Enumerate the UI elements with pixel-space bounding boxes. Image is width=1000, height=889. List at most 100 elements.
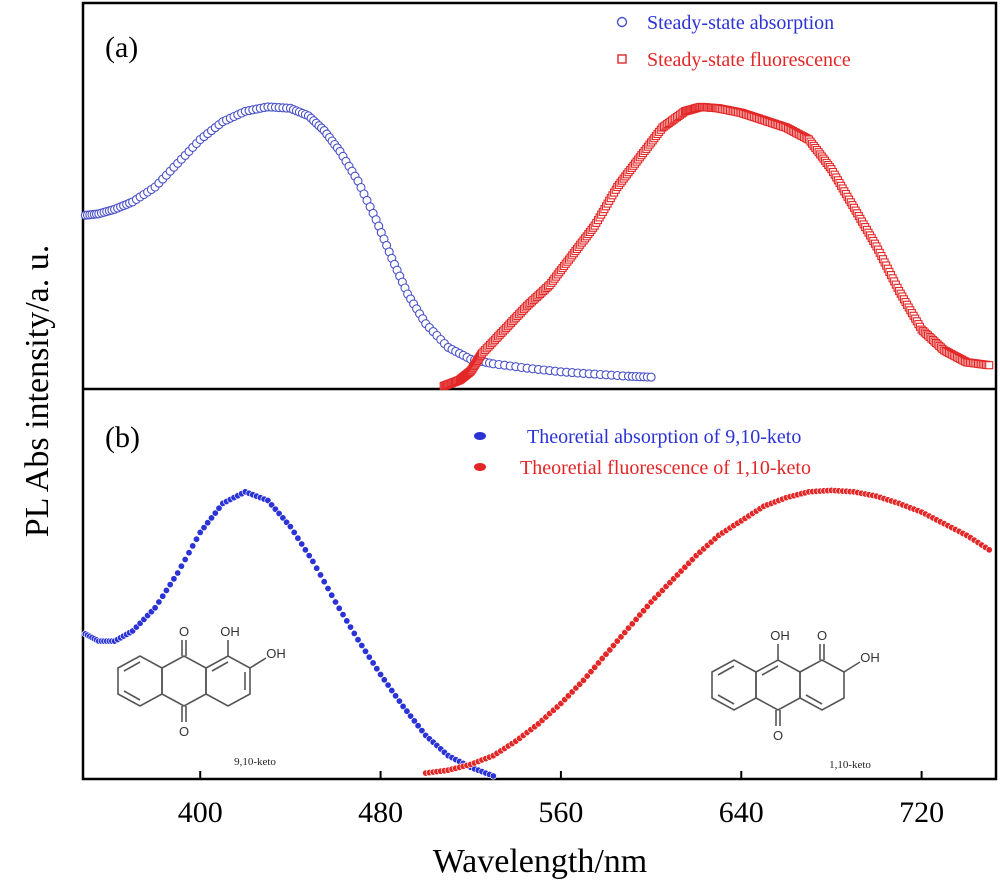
legend-label-absorption: Steady-state absorption bbox=[647, 12, 834, 34]
x-tick-label: 640 bbox=[719, 796, 764, 829]
data-point bbox=[279, 514, 287, 522]
data-point bbox=[286, 523, 294, 531]
panel-a-series-absorption bbox=[80, 102, 656, 382]
panel-label-a: (a) bbox=[105, 31, 138, 64]
data-point bbox=[335, 604, 343, 612]
atom-label: OH bbox=[770, 628, 790, 643]
data-point bbox=[343, 617, 351, 625]
legend-marker-absorption bbox=[616, 16, 628, 28]
x-tick-label: 480 bbox=[358, 796, 403, 829]
legend-marker-theo-fluorescence bbox=[474, 463, 486, 471]
data-point bbox=[166, 581, 174, 589]
data-point bbox=[331, 598, 339, 606]
data-point bbox=[380, 676, 388, 684]
data-point bbox=[196, 528, 204, 536]
data-point bbox=[407, 712, 415, 720]
y-axis-title: PL Abs intensity/a. u. bbox=[19, 245, 56, 537]
data-point bbox=[211, 509, 219, 517]
legend-marker-theo-absorption bbox=[474, 432, 486, 440]
data-point bbox=[350, 629, 358, 637]
panel-b-series-absorption bbox=[81, 488, 497, 780]
x-axis-ticks: 400 480 560 640 720 bbox=[178, 771, 944, 829]
data-point bbox=[162, 586, 170, 594]
data-point bbox=[328, 591, 336, 599]
data-point bbox=[316, 571, 324, 579]
legend-marker-fluorescence bbox=[617, 54, 627, 64]
data-point bbox=[606, 646, 614, 654]
data-point bbox=[643, 602, 651, 610]
data-point bbox=[388, 686, 396, 694]
atom-label: OH bbox=[220, 624, 240, 639]
data-point bbox=[189, 542, 197, 550]
data-point bbox=[208, 514, 216, 522]
legend-label-theo-fluorescence: Theoretial fluorescence of 1,10-keto bbox=[520, 457, 811, 479]
x-tick-label: 560 bbox=[538, 796, 583, 829]
data-point bbox=[204, 519, 212, 527]
atom-label: O bbox=[817, 628, 827, 643]
atom-label: OH bbox=[266, 646, 286, 661]
data-point bbox=[301, 546, 309, 554]
x-tick-label: 400 bbox=[178, 796, 223, 829]
data-point bbox=[294, 534, 302, 542]
data-point bbox=[159, 592, 167, 600]
structure-9-10-keto bbox=[117, 640, 267, 722]
data-point bbox=[215, 504, 223, 512]
atom-label: O bbox=[179, 624, 189, 639]
data-point bbox=[632, 615, 640, 623]
x-axis-title: Wavelength/nm bbox=[433, 843, 647, 880]
atom-label: O bbox=[773, 728, 783, 743]
data-point bbox=[395, 697, 403, 705]
data-point bbox=[346, 623, 354, 631]
data-point bbox=[399, 702, 407, 710]
data-point bbox=[985, 546, 993, 554]
data-point bbox=[384, 681, 392, 689]
data-point bbox=[185, 549, 193, 557]
data-point bbox=[193, 535, 201, 543]
data-point bbox=[181, 555, 189, 563]
data-point bbox=[365, 653, 373, 661]
data-point bbox=[591, 663, 599, 671]
data-point bbox=[313, 564, 321, 572]
data-point bbox=[646, 372, 656, 382]
data-point bbox=[200, 524, 208, 532]
data-point bbox=[354, 636, 362, 644]
data-point bbox=[403, 707, 411, 715]
atom-label: O bbox=[179, 724, 189, 739]
data-point bbox=[594, 659, 602, 667]
data-point bbox=[298, 540, 306, 548]
data-point bbox=[414, 722, 422, 730]
legend-label-theo-absorption: Theoretial absorption of 9,10-keto bbox=[527, 426, 801, 448]
legend-label-fluorescence: Steady-state fluorescence bbox=[647, 49, 851, 71]
data-point bbox=[410, 717, 418, 725]
data-point bbox=[290, 528, 298, 536]
data-point bbox=[275, 509, 283, 517]
structure-1-10-keto bbox=[711, 644, 861, 726]
structure-label: 1,10-keto bbox=[829, 759, 871, 771]
data-point bbox=[621, 628, 629, 636]
data-point bbox=[358, 641, 366, 649]
data-point bbox=[324, 584, 332, 592]
data-point bbox=[151, 604, 159, 612]
structure-label: 9,10-keto bbox=[234, 756, 276, 768]
data-point bbox=[392, 692, 400, 700]
data-point bbox=[985, 361, 994, 370]
data-point bbox=[628, 620, 636, 628]
data-point bbox=[373, 665, 381, 673]
panel-a-series-fluorescence bbox=[439, 102, 994, 391]
data-point bbox=[177, 562, 185, 570]
panel-label-b: (b) bbox=[105, 421, 140, 454]
data-point bbox=[583, 672, 591, 680]
data-point bbox=[377, 670, 385, 678]
plot-frame bbox=[81, 1, 998, 781]
data-point bbox=[369, 659, 377, 667]
data-point bbox=[155, 598, 163, 606]
data-point bbox=[174, 569, 182, 577]
data-point bbox=[418, 727, 426, 735]
data-point bbox=[339, 611, 347, 619]
atom-label: OH bbox=[860, 650, 880, 665]
x-tick-label: 720 bbox=[899, 796, 944, 829]
data-point bbox=[170, 575, 178, 583]
data-point bbox=[309, 557, 317, 565]
data-point bbox=[361, 647, 369, 655]
